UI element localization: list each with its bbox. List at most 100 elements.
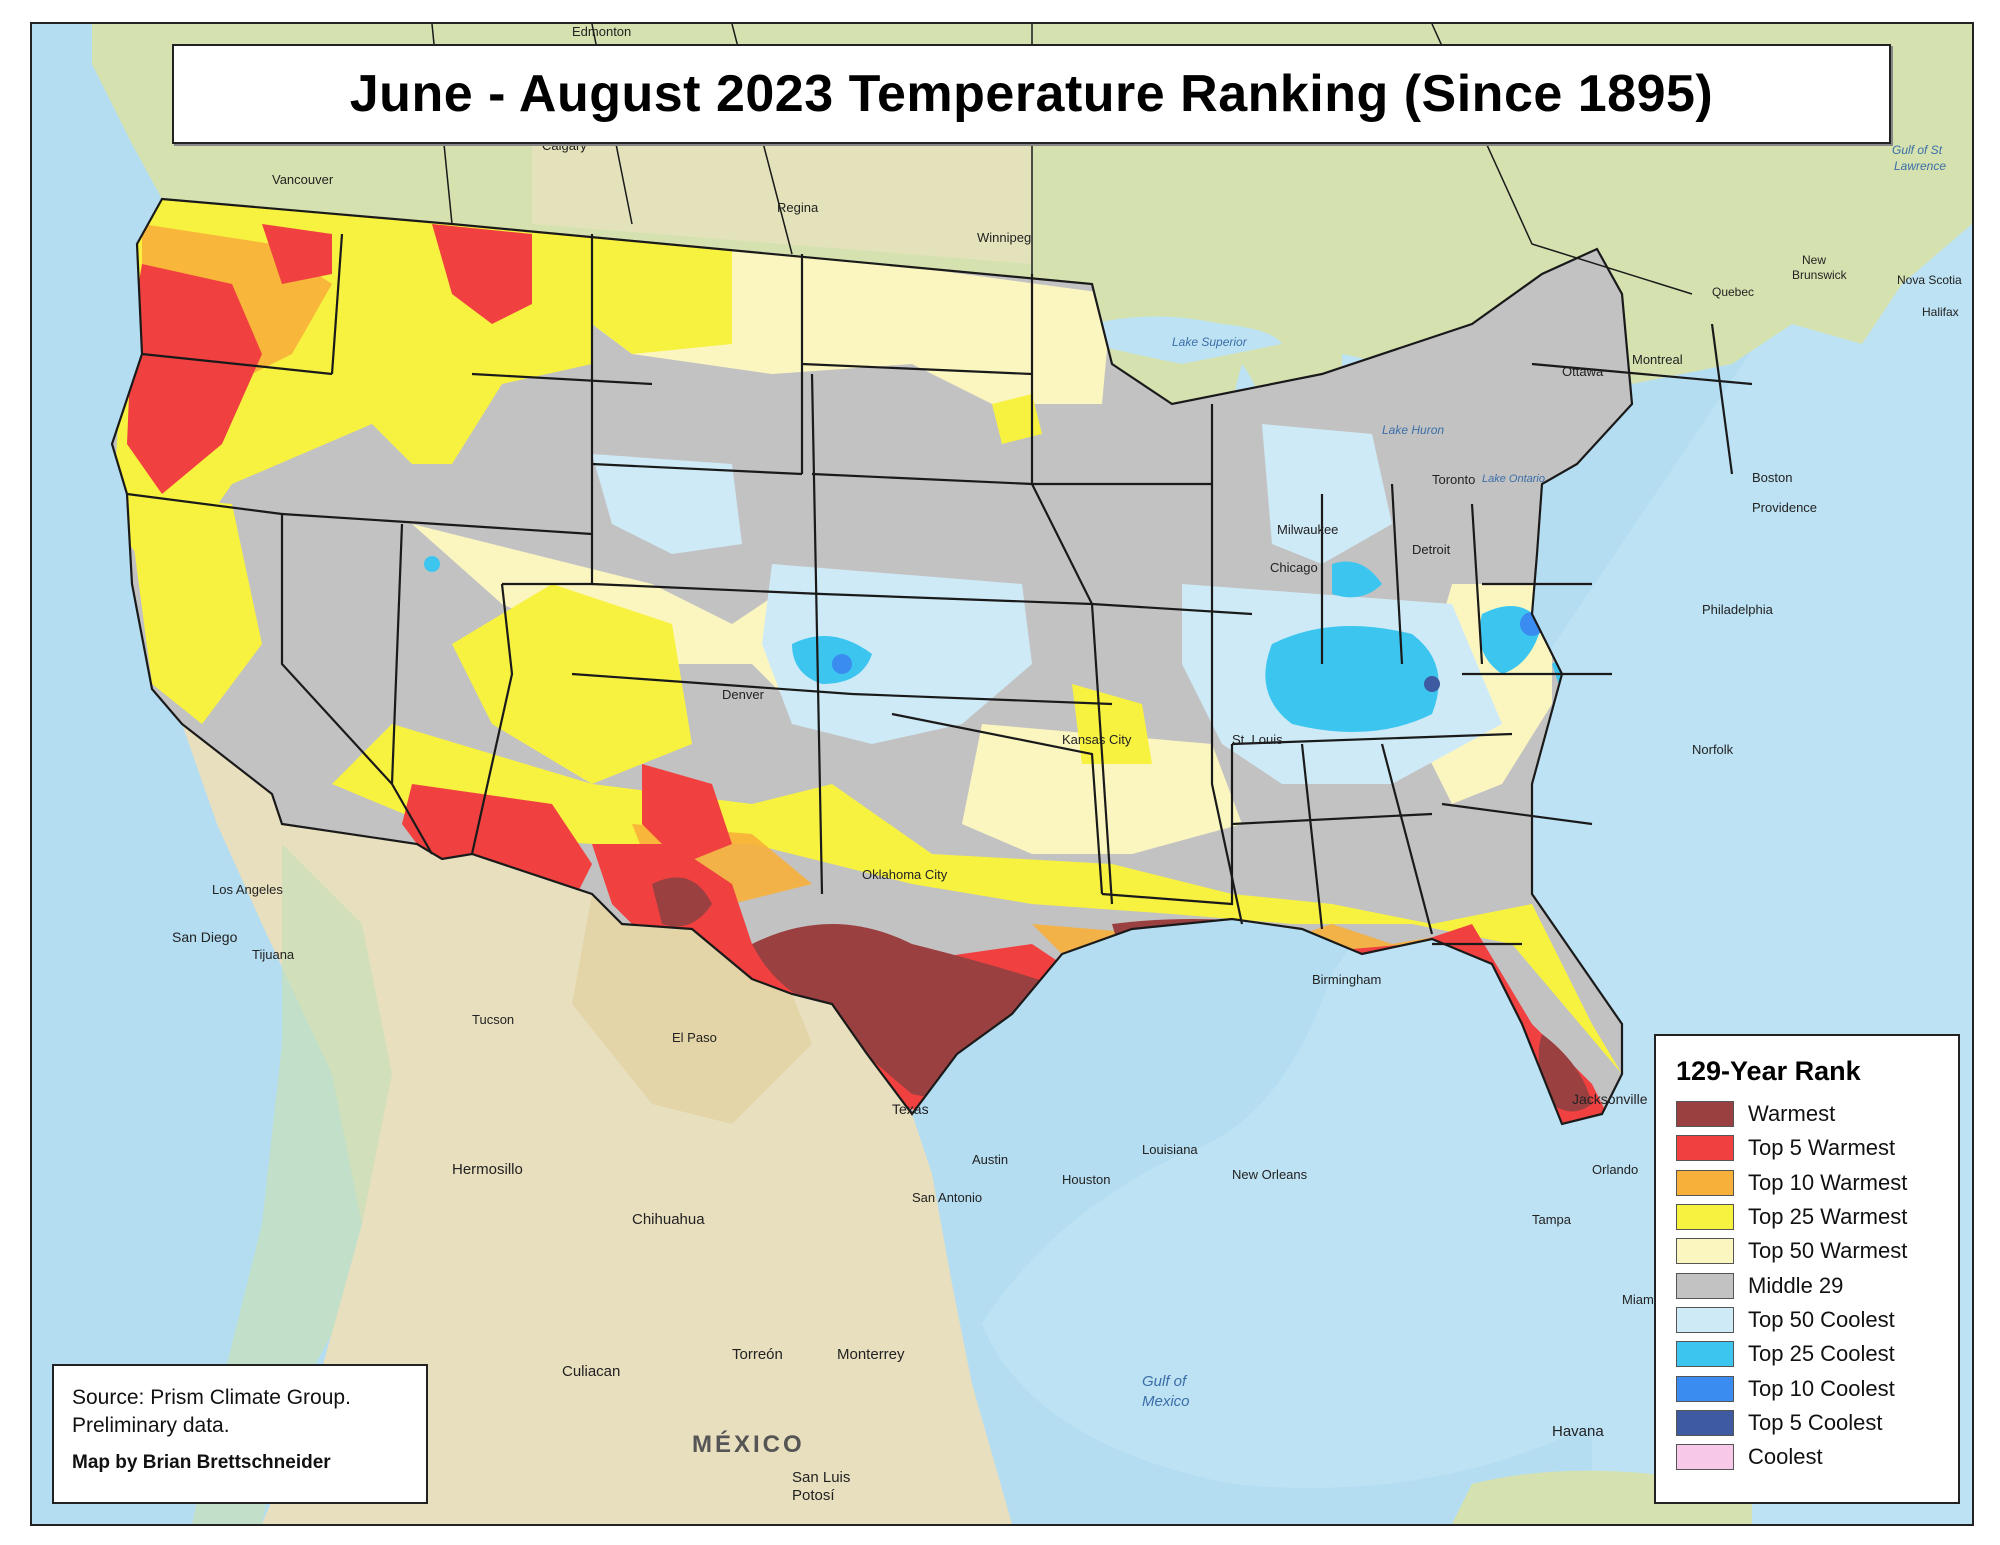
rank-washington-warm5 <box>262 224 332 284</box>
legend-item: Top 10 Warmest <box>1676 1166 1958 1200</box>
label-edmonton: Edmonton <box>572 24 631 39</box>
label-new-brunswick-2: Brunswick <box>1792 268 1848 282</box>
legend-label: Warmest <box>1748 1101 1836 1127</box>
legend-label: Top 5 Coolest <box>1748 1409 1883 1435</box>
label-vancouver: Vancouver <box>272 172 334 187</box>
border-wa-or <box>141 352 333 376</box>
label-havana: Havana <box>1552 1423 1604 1440</box>
label-toronto: Toronto <box>1432 472 1475 487</box>
rank-wyoming-cool <box>592 454 742 554</box>
map-title: June - August 2023 Temperature Ranking (… <box>349 65 1714 123</box>
label-monterrey: Monterrey <box>837 1346 905 1363</box>
legend-item: Top 10 Coolest <box>1676 1371 1958 1405</box>
label-denver: Denver <box>722 687 765 702</box>
border-mo-ar <box>1091 602 1253 616</box>
border-id-mt <box>471 372 653 386</box>
legend: 129-Year Rank Warmest Top 5 Warmest Top … <box>1654 1034 1960 1504</box>
border-ar-la <box>1101 744 1234 906</box>
place-labels: Edmonton Calgary Vancouver Regina Winnip… <box>172 24 1962 1504</box>
legend-item: Middle 29 <box>1676 1268 1958 1302</box>
rank-cool25-nevada <box>424 556 440 572</box>
mexico-highland-shade <box>572 894 812 1124</box>
label-kansas-city: Kansas City <box>1062 732 1132 747</box>
source-box: Source: Prism Climate Group. Preliminary… <box>52 1364 428 1504</box>
legend-swatch <box>1676 1101 1734 1128</box>
border-mt-wy <box>591 462 803 476</box>
label-providence: Providence <box>1752 500 1817 515</box>
label-gulf-st-lawrence-1: Gulf of St <box>1892 143 1943 157</box>
rank-cool5-ky <box>1424 676 1440 692</box>
label-winnipeg: Winnipeg <box>977 230 1031 245</box>
legend-label: Top 25 Coolest <box>1748 1341 1895 1367</box>
legend-swatch <box>1676 1375 1734 1402</box>
rank-idaho-warm5 <box>432 224 532 324</box>
label-ottawa: Ottawa <box>1562 364 1604 379</box>
label-chicago: Chicago <box>1270 560 1318 575</box>
legend-label: Top 10 Warmest <box>1748 1169 1908 1195</box>
lake-superior <box>1092 316 1282 364</box>
label-houston: Houston <box>1062 1172 1110 1187</box>
label-orlando: Orlando <box>1592 1162 1638 1177</box>
rank-florida-warmest <box>1538 1034 1592 1112</box>
legend-item: Top 5 Warmest <box>1676 1131 1958 1165</box>
state-borders <box>110 197 1753 1126</box>
label-boston: Boston <box>1752 470 1792 485</box>
title-box: June - August 2023 Temperature Ranking (… <box>172 44 1891 144</box>
border-ny-vt <box>1531 362 1753 386</box>
border-ut-az <box>470 583 514 855</box>
border-wy-co <box>591 582 823 596</box>
rank-oregon-coast-warm5 <box>127 264 262 494</box>
legend-label: Top 10 Coolest <box>1748 1375 1895 1401</box>
label-regina: Regina <box>777 200 819 215</box>
legend-swatch <box>1676 1169 1734 1196</box>
rank-panhandle-cool25 <box>792 636 872 684</box>
border-nc-sc <box>1441 802 1593 826</box>
label-halifax: Halifax <box>1922 305 1959 319</box>
rank-michigan-cool <box>1262 424 1392 564</box>
rank-cool10-panhandle <box>832 654 852 674</box>
legend-label: Middle 29 <box>1748 1272 1844 1298</box>
rank-arklatex <box>962 724 1242 854</box>
rank-west-texas-warmest <box>652 877 712 927</box>
label-tampa: Tampa <box>1532 1212 1572 1227</box>
label-new-orleans: New Orleans <box>1232 1167 1308 1182</box>
label-texas: Texas <box>892 1101 929 1117</box>
label-lake-huron: Lake Huron <box>1382 423 1444 437</box>
label-st-louis: St. Louis <box>1232 732 1283 747</box>
border-wi-il-ms <box>1210 404 1244 925</box>
rank-colorado-warm25 <box>452 584 692 784</box>
border-nv-ut-az <box>390 523 433 855</box>
rank-california-warm25 <box>127 494 262 724</box>
label-lake-superior: Lake Superior <box>1172 335 1248 349</box>
label-louisiana: Louisiana <box>1142 1142 1198 1157</box>
label-tijuana: Tijuana <box>252 947 295 962</box>
legend-label: Top 25 Warmest <box>1748 1204 1908 1230</box>
label-montreal: Montreal <box>1632 352 1683 367</box>
label-torreon: Torreón <box>732 1346 783 1363</box>
rank-montana-warm25 <box>592 234 732 354</box>
border-ok-tx <box>891 712 1104 895</box>
border-oh-pa <box>1470 503 1484 665</box>
label-norfolk: Norfolk <box>1692 742 1734 757</box>
label-miami: Miami <box>1622 1292 1657 1307</box>
legend-item: Top 25 Coolest <box>1676 1337 1958 1371</box>
rank-indiana-cool25 <box>1332 561 1382 598</box>
label-hermosillo: Hermosillo <box>452 1161 523 1178</box>
border-sd-ne <box>811 472 1033 486</box>
prairie-shade <box>532 124 1032 264</box>
legend-title: 129-Year Rank <box>1676 1056 1861 1086</box>
border-in-oh <box>1390 483 1404 665</box>
label-san-luis-1: San Luis <box>792 1469 850 1486</box>
label-milwaukee: Milwaukee <box>1277 522 1338 537</box>
rank-kentucky-cool25 <box>1265 626 1439 732</box>
label-culiacan: Culiacan <box>562 1363 620 1380</box>
label-detroit: Detroit <box>1412 542 1451 557</box>
label-san-luis-2: Potosí <box>792 1487 835 1504</box>
label-jacksonville: Jacksonville <box>1572 1091 1648 1107</box>
source-line-2: Preliminary data. <box>72 1414 230 1437</box>
legend-label: Top 50 Warmest <box>1748 1238 1908 1264</box>
border-vt-nh <box>1710 323 1734 475</box>
label-gulf-of-mexico-1: Gulf of <box>1142 1373 1188 1390</box>
legend-swatch <box>1676 1272 1734 1299</box>
border-tn-al <box>1231 812 1433 826</box>
